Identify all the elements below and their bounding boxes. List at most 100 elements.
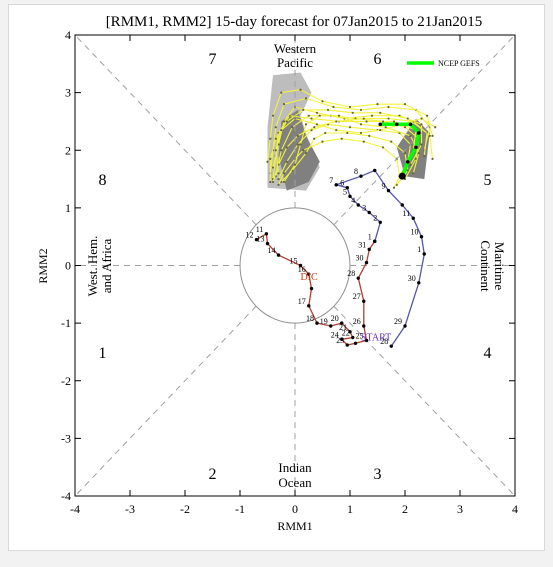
ensemble-member-point (431, 157, 434, 160)
y-axis-label: RMM2 (36, 248, 50, 283)
ensemble-member-point (348, 105, 352, 109)
observed-point (265, 241, 270, 246)
observed-point (307, 304, 311, 308)
ensemble-member-point (406, 117, 409, 120)
ensemble-member-point (285, 160, 288, 163)
y-tick-label: 4 (65, 28, 71, 42)
observed-day-label: 4 (351, 196, 355, 205)
observed-point (378, 220, 382, 224)
observed-point (254, 237, 259, 242)
x-tick-label: -3 (125, 502, 135, 516)
observed-point (373, 168, 377, 173)
ensemble-member-point (403, 126, 407, 129)
region-western-pacific-line2: Pacific (277, 55, 313, 70)
observed-point (309, 286, 314, 291)
phase-number-4: 4 (484, 345, 492, 362)
ensemble-member-point (274, 126, 277, 129)
phase-number-7: 7 (209, 51, 217, 68)
observed-day-label: 16 (298, 265, 306, 274)
ensemble-member-point (274, 137, 277, 140)
observed-point (386, 188, 391, 193)
observed-day-label: 19 (320, 317, 328, 326)
observed-point (417, 281, 421, 285)
y-tick-label: -1 (61, 316, 71, 330)
ensemble-member-point (269, 157, 272, 160)
observed-day-label: 7 (329, 176, 333, 185)
observed-day-label: 2 (373, 213, 377, 222)
ensemble-member-point (291, 126, 294, 129)
forecast-mean-point (408, 122, 413, 127)
ensemble-member-point (307, 114, 310, 117)
ensemble-member-point (269, 137, 272, 140)
observed-point (403, 324, 407, 328)
region-west-hem-line2: and Africa (99, 239, 114, 294)
ensemble-member-point (282, 103, 286, 106)
region-western-pacific-line1: Western (274, 41, 317, 56)
ensemble-member-point (304, 152, 308, 155)
x-tick-label: 0 (292, 502, 298, 516)
ensemble-member-point (280, 128, 283, 132)
ensemble-member-point (417, 152, 420, 155)
ensemble-member-point (274, 149, 277, 152)
observed-day-label: 11 (403, 209, 411, 218)
observed-day-label: 27 (353, 292, 361, 301)
observed-point (345, 343, 349, 347)
ensemble-member-point (420, 143, 423, 146)
x-tick-label: -2 (180, 502, 190, 516)
observed-day-label: 30 (408, 274, 416, 283)
ensemble-member-point (271, 166, 275, 169)
observed-point (329, 324, 333, 328)
ensemble-member-point (282, 120, 286, 123)
ensemble-member-point (403, 152, 407, 155)
x-tick-label: -1 (235, 502, 245, 516)
observed-point (362, 324, 366, 328)
ensemble-member-point (359, 131, 363, 135)
ensemble-member-point (266, 160, 269, 163)
legend-label: NCEP GEFS (438, 59, 480, 68)
ensemble-member-point (299, 143, 302, 146)
ensemble-member-point (409, 134, 412, 137)
ensemble-member-point (321, 140, 324, 143)
observed-day-label: 30 (356, 254, 364, 263)
ensemble-member-point (420, 123, 423, 126)
phase-number-5: 5 (484, 172, 492, 189)
ensemble-member-point (362, 117, 365, 120)
observed-point (315, 321, 319, 325)
observed-day-label: 18 (306, 314, 314, 323)
observed-point (351, 335, 355, 340)
observed-point (348, 194, 352, 199)
annotation-dic: DIC (301, 272, 319, 283)
observed-point (359, 174, 363, 178)
observed-day-label: 29 (394, 317, 402, 326)
forecast-mean-point (394, 122, 399, 127)
y-tick-label: 3 (65, 86, 71, 100)
observed-point (400, 203, 404, 207)
ensemble-member-point (313, 126, 316, 129)
ensemble-member-point (406, 169, 409, 172)
region-indian-ocean-line1: Indian (278, 460, 312, 475)
ensemble-member-point (285, 120, 288, 123)
y-tick-label: -2 (61, 374, 71, 388)
observed-point (298, 263, 303, 268)
ensemble-member-point (376, 103, 379, 106)
observed-day-label: 15 (290, 257, 298, 266)
axes-layer (74, 34, 516, 497)
observed-point (345, 186, 349, 190)
phase-number-6: 6 (374, 51, 382, 68)
phase-number-2: 2 (209, 466, 217, 483)
ensemble-member-point (348, 126, 352, 129)
ensemble-member-point (387, 117, 390, 120)
observed-day-label: 1 (368, 232, 372, 241)
y-tick-label: 2 (65, 143, 71, 157)
region-indian-ocean-line2: Ocean (278, 475, 312, 490)
ensemble-member-point (412, 172, 415, 175)
observed-day-label: 26 (353, 317, 361, 326)
forecast-mean-point (414, 145, 418, 150)
ensemble-member-point (368, 134, 371, 137)
chart-title: [RMM1, RMM2] 15-day forecast for 07Jan20… (106, 14, 483, 30)
observed-day-label: 8 (354, 167, 358, 176)
observed-point (419, 234, 424, 239)
guide-lines-layer (74, 34, 516, 497)
